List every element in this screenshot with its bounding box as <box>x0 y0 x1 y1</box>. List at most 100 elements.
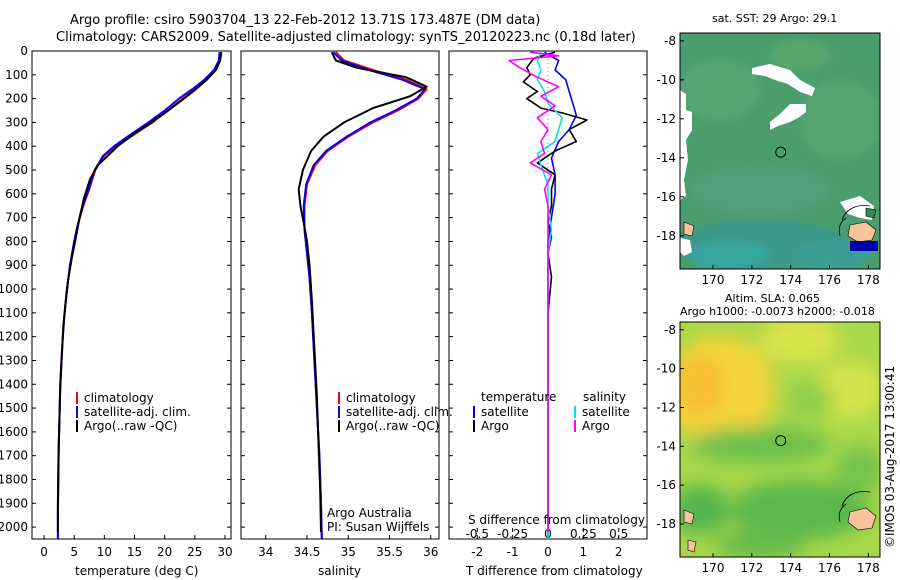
map-y-tick-label: -12 <box>656 400 676 414</box>
x-tick-label: 20 <box>157 545 172 559</box>
sla-patch <box>788 382 832 418</box>
legend-label-satellite: satellite-adj. clim. <box>346 405 453 419</box>
x-tick-label: 35.5 <box>376 545 403 559</box>
depth-tick-label: 1100 <box>0 306 28 320</box>
map-y-tick-label: -18 <box>656 229 676 243</box>
depth-tick-label: 1900 <box>0 496 28 510</box>
island <box>847 507 877 531</box>
salinity-axis-label: salinity <box>318 564 361 578</box>
sla-patch <box>760 322 840 365</box>
map-y-tick-label: -12 <box>656 112 676 126</box>
map-x-tick-label: 170 <box>702 561 725 575</box>
legend-label-satellite: satellite-adj. clim. <box>84 405 191 419</box>
coastline <box>838 491 871 523</box>
legend-label-climatology: climatology <box>346 391 416 405</box>
depth-tick-label: 800 <box>5 234 28 248</box>
sst-argo-marker <box>850 241 878 251</box>
sla-patch <box>690 427 830 463</box>
x-tick-label: 0 <box>544 545 552 559</box>
depth-tick-label: 2000 <box>0 520 28 534</box>
depth-tick-label: 1700 <box>0 449 28 463</box>
legend-label-t-satellite: satellite <box>481 405 529 419</box>
depth-tick-label: 300 <box>5 115 28 129</box>
x-tick-label: 36 <box>423 545 438 559</box>
depth-tick-label: 400 <box>5 139 28 153</box>
series-argo <box>297 51 428 532</box>
map-x-tick-label: 178 <box>857 561 880 575</box>
map-x-tick-label: 170 <box>702 273 725 287</box>
s-tick-label: 0.5 <box>609 527 628 541</box>
map-y-tick-label: -8 <box>664 34 676 48</box>
map-x-tick-label: 174 <box>779 561 802 575</box>
header-line-2: Climatology: CARS2009. Satellite-adjuste… <box>56 30 636 45</box>
imos-credit: ©IMOS 03-Aug-2017 13:00:41 <box>883 366 897 548</box>
x-tick-label: 0 <box>40 545 48 559</box>
sst-patch <box>800 80 880 160</box>
depth-tick-label: 1400 <box>0 377 28 391</box>
map-y-tick-label: -10 <box>656 362 676 376</box>
map-y-tick-label: -16 <box>656 190 676 204</box>
sst-cloud-mask <box>840 196 874 220</box>
sst-map-title: sat. SST: 29 Argo: 29.1 <box>712 12 837 25</box>
sst-patch <box>770 40 830 70</box>
t-difference-label: T difference from climatology <box>465 564 643 578</box>
x-tick-label: 34.5 <box>294 545 321 559</box>
legend-label-s-satellite: satellite <box>582 405 630 419</box>
map-y-tick-label: -14 <box>656 439 676 453</box>
legend-title-temperature: temperature <box>481 390 556 404</box>
float-position-marker <box>775 435 787 447</box>
legend-label-t-argo: Argo <box>481 419 509 433</box>
map-x-tick-label: 174 <box>779 273 802 287</box>
legend-label-argo: Argo(..raw -QC) <box>84 419 177 433</box>
sla-patch <box>715 530 805 557</box>
sst-cloud-mask <box>770 104 806 130</box>
depth-tick-label: 1000 <box>0 282 28 296</box>
sst-patch <box>690 165 830 215</box>
map-y-tick-label: -10 <box>656 73 676 87</box>
island <box>847 221 877 243</box>
depth-tick-label: 600 <box>5 187 28 201</box>
x-tick-label: 34 <box>258 545 273 559</box>
depth-tick-label: 1300 <box>0 353 28 367</box>
depth-tick-label: 1200 <box>0 330 28 344</box>
island <box>683 221 695 237</box>
sst-cloud-mask <box>680 238 692 256</box>
depth-tick-label: 0 <box>20 44 28 58</box>
coastline <box>838 205 871 237</box>
sla-map <box>680 322 880 557</box>
temperature-panel <box>31 50 232 540</box>
depth-tick-label: 700 <box>5 211 28 225</box>
sla-patch <box>730 480 870 540</box>
sla-map-title: Altim. SLA: 0.065 <box>725 292 820 305</box>
depth-tick-label: 1800 <box>0 472 28 486</box>
sst-cloud-mask <box>752 64 815 96</box>
s-difference-label: S difference from climatology <box>468 513 645 527</box>
map-y-tick-label: -14 <box>656 151 676 165</box>
island <box>865 207 877 219</box>
sst-cloud-mask <box>680 90 692 200</box>
series-s-argo <box>508 51 560 532</box>
salinity-legend: climatology satellite-adj. clim. Argo(..… <box>327 391 453 534</box>
sla-patch <box>680 355 725 415</box>
map-x-tick-label: 176 <box>818 561 841 575</box>
s-tick-label: -0.5 <box>466 527 489 541</box>
sst-map <box>680 33 880 269</box>
map-x-tick-label: 176 <box>818 273 841 287</box>
salinity-panel <box>240 50 440 540</box>
sst-patch <box>690 240 770 269</box>
depth-tick-label: 1500 <box>0 401 28 415</box>
map-y-tick-label: -16 <box>656 478 676 492</box>
legend-label-s-argo: Argo <box>582 419 610 433</box>
s-tick-label: 0.25 <box>570 527 597 541</box>
island <box>687 539 697 553</box>
map-x-tick-label: 172 <box>740 273 763 287</box>
sla-map-subtitle: Argo h1000: -0.0073 h2000: -0.018 <box>680 305 875 318</box>
legend-title-salinity: salinity <box>583 390 626 404</box>
float-position-marker <box>775 146 787 158</box>
map-x-tick-label: 172 <box>740 561 763 575</box>
x-tick-label: 1 <box>580 545 588 559</box>
depth-tick-label: 200 <box>5 92 28 106</box>
depth-tick-label: 1600 <box>0 425 28 439</box>
sla-map-frame <box>679 321 881 558</box>
